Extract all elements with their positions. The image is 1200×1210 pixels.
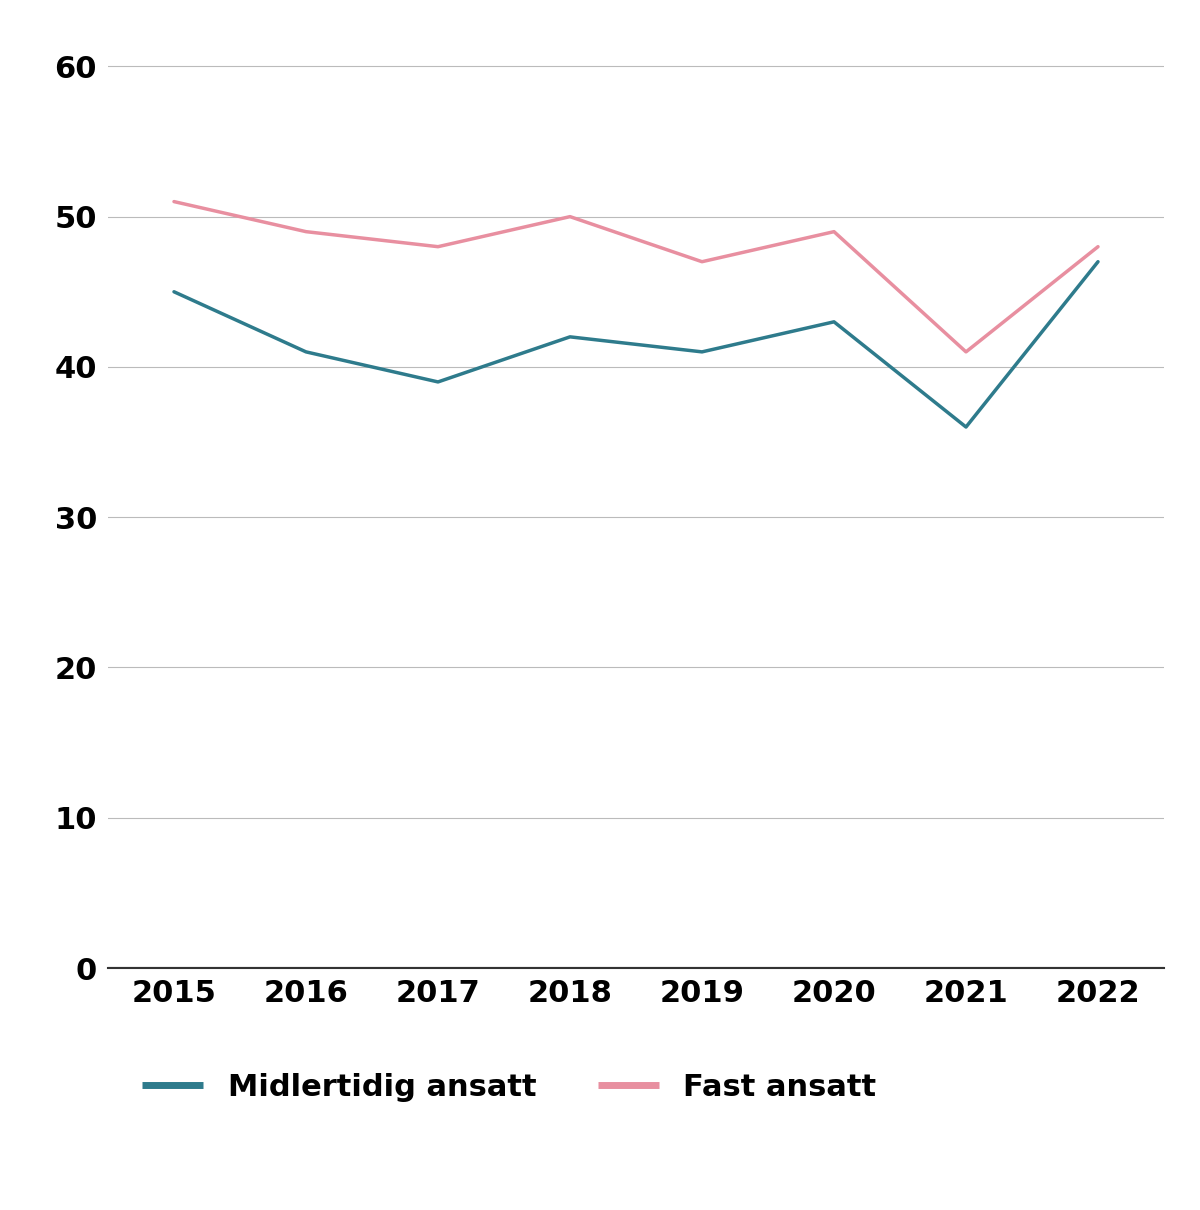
Midlertidig ansatt (959, 420, 973, 434)
Midlertidig ansatt (563, 329, 577, 344)
Fast ansatt (1091, 240, 1105, 254)
Fast ansatt (563, 209, 577, 224)
Midlertidig ansatt (695, 345, 709, 359)
Legend: Midlertidig ansatt, Fast ansatt: Midlertidig ansatt, Fast ansatt (143, 1073, 876, 1102)
Fast ansatt (431, 240, 445, 254)
Fast ansatt (299, 224, 313, 238)
Fast ansatt (959, 345, 973, 359)
Fast ansatt (695, 254, 709, 269)
Line: Fast ansatt: Fast ansatt (174, 202, 1098, 352)
Midlertidig ansatt (827, 315, 841, 329)
Fast ansatt (827, 224, 841, 238)
Midlertidig ansatt (299, 345, 313, 359)
Midlertidig ansatt (167, 284, 181, 299)
Midlertidig ansatt (431, 375, 445, 390)
Fast ansatt (167, 195, 181, 209)
Line: Midlertidig ansatt: Midlertidig ansatt (174, 261, 1098, 427)
Midlertidig ansatt (1091, 254, 1105, 269)
